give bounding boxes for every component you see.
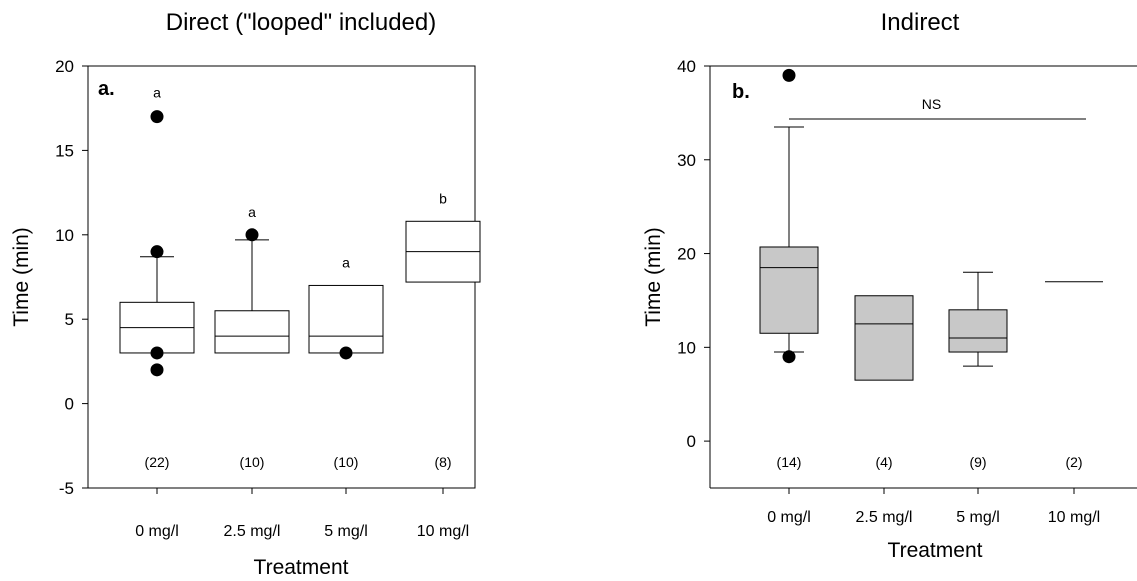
x-tick-label: 0 mg/l bbox=[135, 523, 179, 540]
x-tick-label: 5 mg/l bbox=[956, 509, 1000, 526]
sample-size-label: (22) bbox=[145, 454, 170, 470]
y-tick-label: 10 bbox=[677, 338, 696, 357]
outlier-point bbox=[150, 363, 164, 377]
chart-title: Indirect bbox=[881, 9, 960, 36]
y-tick-label: 40 bbox=[677, 57, 696, 76]
box-3 bbox=[308, 284, 384, 360]
y-tick-label: 15 bbox=[55, 141, 74, 160]
box-1 bbox=[759, 68, 819, 364]
significance-letter: a bbox=[342, 254, 350, 270]
x-tick-label: 10 mg/l bbox=[417, 523, 469, 540]
box-2 bbox=[854, 295, 914, 381]
box-1 bbox=[119, 110, 195, 377]
y-tick-label: 20 bbox=[677, 245, 696, 264]
y-axis-label: Time (min) bbox=[642, 227, 665, 327]
x-tick-label: 2.5 mg/l bbox=[224, 523, 281, 540]
sample-size-label: (4) bbox=[875, 454, 892, 470]
outlier-point bbox=[150, 245, 164, 259]
x-axis-label: Treatment bbox=[254, 556, 349, 579]
box-iqr bbox=[308, 284, 384, 354]
box-iqr bbox=[948, 309, 1008, 353]
significance-letter: b bbox=[439, 190, 447, 206]
x-tick-label: 2.5 mg/l bbox=[856, 509, 913, 526]
outlier-point bbox=[150, 110, 164, 124]
sample-size-label: (8) bbox=[434, 454, 451, 470]
significance-letter: a bbox=[248, 204, 256, 220]
y-tick-label: 30 bbox=[677, 151, 696, 170]
sample-size-label: (14) bbox=[777, 454, 802, 470]
box-iqr bbox=[759, 246, 819, 334]
x-tick-label: 0 mg/l bbox=[767, 509, 811, 526]
significance-letter: a bbox=[153, 85, 161, 101]
panel-tag: a. bbox=[98, 78, 115, 100]
panel-a: Direct ("looped" included) -5 0 5 10 15 20 Time… bbox=[10, 9, 481, 579]
y-tick-label: 10 bbox=[55, 226, 74, 245]
y-tick-label: 5 bbox=[65, 310, 74, 329]
y-tick-label: 20 bbox=[55, 57, 74, 76]
x-tick-label: 10 mg/l bbox=[1048, 509, 1100, 526]
outlier-point bbox=[782, 68, 796, 82]
significance-label: NS bbox=[922, 96, 941, 112]
sample-size-label: (10) bbox=[240, 454, 265, 470]
panel-tag: b. bbox=[732, 81, 750, 103]
box-3 bbox=[948, 271, 1008, 367]
y-tick-label: -5 bbox=[59, 479, 74, 498]
outlier-point bbox=[339, 346, 353, 360]
y-axis-label: Time (min) bbox=[10, 227, 33, 327]
box-iqr bbox=[214, 310, 290, 354]
chart-title: Direct ("looped" included) bbox=[166, 9, 437, 36]
box-iqr bbox=[854, 295, 914, 381]
sample-size-label: (2) bbox=[1065, 454, 1082, 470]
x-tick-label: 5 mg/l bbox=[324, 523, 368, 540]
outlier-point bbox=[782, 350, 796, 364]
outlier-point bbox=[245, 228, 259, 242]
outlier-point bbox=[150, 346, 164, 360]
sample-size-label: (10) bbox=[334, 454, 359, 470]
box-2 bbox=[214, 228, 290, 354]
y-tick-label: 0 bbox=[687, 432, 696, 451]
x-axis-label: Treatment bbox=[888, 539, 983, 562]
panel-b: Indirect 0 10 20 30 40 Time (min) Treatment b. 0 … bbox=[642, 9, 1137, 562]
sample-size-label: (9) bbox=[969, 454, 986, 470]
box-4 bbox=[405, 220, 481, 283]
y-tick-label: 0 bbox=[65, 395, 74, 414]
